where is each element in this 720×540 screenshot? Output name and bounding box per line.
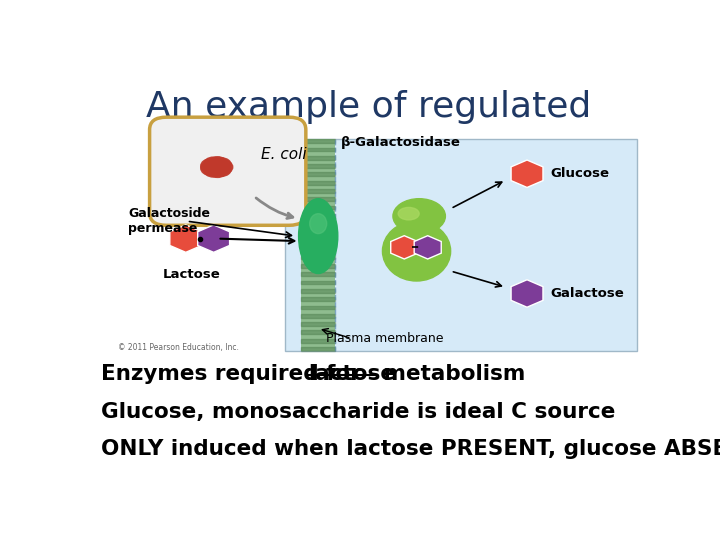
Circle shape	[204, 163, 222, 177]
FancyBboxPatch shape	[301, 139, 336, 351]
Text: lactose: lactose	[308, 364, 395, 384]
Circle shape	[201, 159, 220, 173]
Text: Glucose: Glucose	[551, 167, 609, 180]
Ellipse shape	[382, 221, 451, 281]
Bar	[301, 239, 336, 243]
Bar	[301, 255, 336, 259]
Bar	[301, 322, 336, 326]
Bar	[301, 156, 336, 160]
Circle shape	[212, 162, 231, 176]
FancyBboxPatch shape	[150, 117, 306, 225]
Text: Galactoside
permease: Galactoside permease	[128, 207, 210, 235]
Circle shape	[212, 158, 231, 172]
Bar	[301, 139, 336, 143]
Bar	[301, 214, 336, 218]
Bar	[301, 339, 336, 342]
Text: Lactose: Lactose	[163, 268, 220, 281]
Polygon shape	[391, 235, 418, 259]
Bar	[301, 147, 336, 151]
Bar	[301, 264, 336, 268]
Bar	[301, 272, 336, 276]
Text: Plasma membrane: Plasma membrane	[326, 332, 444, 345]
Polygon shape	[198, 225, 230, 252]
Ellipse shape	[393, 199, 446, 234]
Bar	[301, 181, 336, 185]
Bar	[301, 164, 336, 168]
Bar	[301, 231, 336, 234]
Bar	[301, 347, 336, 351]
Bar	[301, 330, 336, 334]
Bar	[301, 172, 336, 176]
Ellipse shape	[299, 199, 338, 274]
Polygon shape	[511, 160, 543, 187]
Bar	[301, 189, 336, 193]
Text: ONLY induced when lactose PRESENT, glucose ABSENT: ONLY induced when lactose PRESENT, gluco…	[101, 439, 720, 459]
Circle shape	[201, 161, 220, 176]
Bar	[301, 247, 336, 251]
Text: Enzymes required for: Enzymes required for	[101, 364, 369, 384]
Bar	[301, 297, 336, 301]
Text: Glucose, monosaccharide is ideal C source: Glucose, monosaccharide is ideal C sourc…	[101, 402, 616, 422]
Polygon shape	[170, 225, 202, 252]
Bar	[301, 281, 336, 285]
Bar	[301, 206, 336, 210]
Bar	[301, 289, 336, 293]
Text: β-Galactosidase: β-Galactosidase	[341, 136, 461, 150]
Polygon shape	[414, 235, 441, 259]
Circle shape	[208, 157, 228, 171]
Text: Galactose: Galactose	[551, 287, 624, 300]
Text: © 2011 Pearson Education, Inc.: © 2011 Pearson Education, Inc.	[117, 343, 238, 352]
Text: An example of regulated: An example of regulated	[146, 90, 592, 124]
Ellipse shape	[398, 207, 419, 220]
Bar	[301, 314, 336, 318]
Text: metabolism: metabolism	[376, 364, 525, 384]
Bar	[301, 198, 336, 201]
Bar	[301, 222, 336, 226]
Text: E. coli: E. coli	[261, 147, 307, 162]
Polygon shape	[511, 280, 543, 307]
Ellipse shape	[310, 214, 327, 234]
Circle shape	[208, 163, 228, 178]
Circle shape	[204, 157, 222, 171]
Bar	[301, 306, 336, 309]
FancyBboxPatch shape	[285, 139, 637, 351]
Circle shape	[214, 160, 233, 174]
